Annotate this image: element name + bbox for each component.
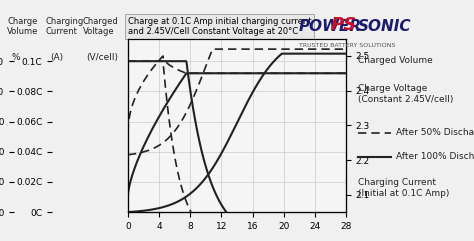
Text: (V/cell): (V/cell) [87,53,119,62]
Text: Charging
Current: Charging Current [45,17,83,36]
Text: POWER: POWER [299,19,362,34]
Text: After 50% Discharge: After 50% Discharge [396,128,474,137]
Text: Charging Current
(Initial at 0.1C Amp): Charging Current (Initial at 0.1C Amp) [358,178,449,198]
Text: Charged Volume: Charged Volume [358,56,433,65]
Text: Charge
Volume: Charge Volume [7,17,38,36]
Text: TRUSTED BATTERY SOLUTIONS: TRUSTED BATTERY SOLUTIONS [299,43,395,48]
Text: %: % [12,53,20,62]
Text: PS: PS [330,16,357,34]
Text: (A): (A) [50,53,63,62]
Text: After 100% Discharge: After 100% Discharge [396,152,474,161]
Text: Charge Voltage
(Constant 2.45V/cell): Charge Voltage (Constant 2.45V/cell) [358,84,453,104]
Text: SONIC: SONIC [358,19,411,34]
Text: Charged
Voltage: Charged Voltage [83,17,118,36]
Text: Charge at 0.1C Amp initial charging current
and 2.45V/Cell Constant Voltage at 2: Charge at 0.1C Amp initial charging curr… [128,17,311,36]
